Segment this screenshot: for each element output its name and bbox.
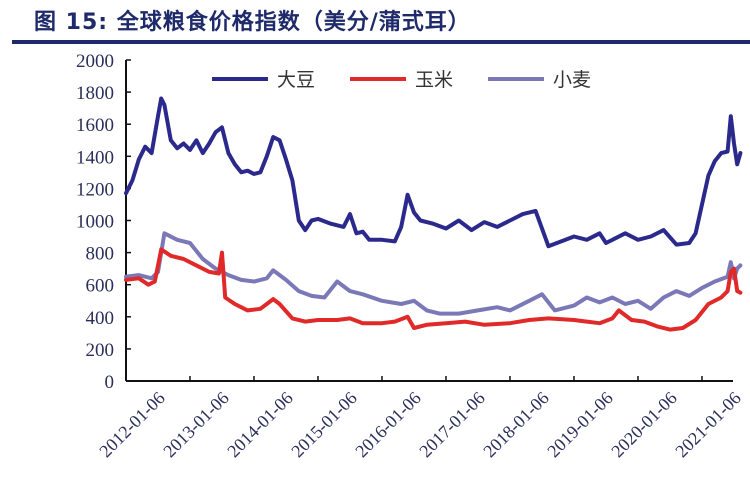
x-tick-label: 2018-01-06 (479, 388, 553, 462)
y-axis: 0 200 400 600 800 1000 1200 1400 1600 1800 2000 (76, 51, 131, 393)
y-tick-label: 200 (86, 340, 115, 361)
x-tick-label: 2014-01-06 (223, 388, 297, 462)
x-tick-label: 2017-01-06 (415, 388, 489, 462)
y-tick-label: 800 (86, 244, 115, 265)
x-tick-label: 2020-01-06 (607, 388, 681, 462)
x-tick-label: 2013-01-06 (159, 388, 233, 462)
x-tick-label: 2015-01-06 (287, 388, 361, 462)
x-tick-label: 2021-01-06 (671, 388, 745, 462)
y-tick-label: 1600 (76, 115, 114, 136)
x-axis: 2012-01-062013-01-062014-01-062015-01-06… (95, 376, 745, 461)
y-tick-label: 2000 (76, 51, 114, 72)
figure-title: 图 15: 全球粮食价格指数（美分/蒲式耳） (34, 10, 471, 35)
series-lines (124, 96, 743, 332)
figure-title-bar: 图 15: 全球粮食价格指数（美分/蒲式耳） (12, 0, 750, 44)
y-tick-label: 1200 (76, 179, 114, 200)
legend-label-wheat: 小麦 (553, 69, 591, 91)
y-tick-label: 1000 (76, 212, 114, 233)
series-line-soybean (124, 96, 743, 249)
y-tick-label: 1400 (76, 147, 114, 168)
y-tick-label: 600 (86, 276, 115, 297)
x-tick-label: 2019-01-06 (543, 388, 617, 462)
legend-label-corn: 玉米 (415, 69, 453, 91)
x-tick-label: 2016-01-06 (351, 388, 425, 462)
y-tick-label: 1800 (76, 83, 114, 104)
y-tick-label: 0 (105, 372, 115, 393)
title-divider (12, 40, 750, 44)
legend: 大豆 玉米 小麦 (212, 69, 591, 91)
series-line-corn (124, 247, 743, 332)
y-tick-label: 400 (86, 308, 115, 329)
legend-label-soybean: 大豆 (277, 69, 315, 91)
x-tick-label: 2012-01-06 (95, 388, 169, 462)
